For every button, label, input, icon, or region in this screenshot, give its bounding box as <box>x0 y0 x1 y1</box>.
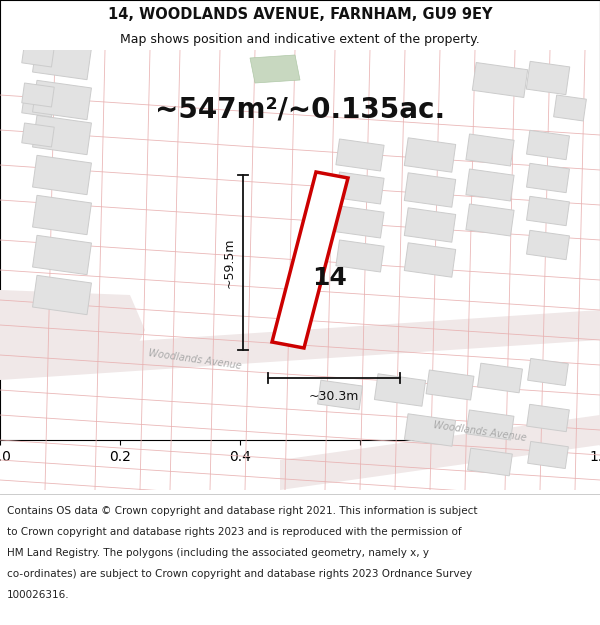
Polygon shape <box>478 363 523 392</box>
Polygon shape <box>336 172 384 204</box>
Polygon shape <box>32 116 91 154</box>
Polygon shape <box>374 374 425 406</box>
Text: 14, WOODLANDS AVENUE, FARNHAM, GU9 9EY: 14, WOODLANDS AVENUE, FARNHAM, GU9 9EY <box>108 7 492 22</box>
Polygon shape <box>467 448 512 476</box>
Polygon shape <box>404 208 456 242</box>
Polygon shape <box>527 196 569 226</box>
Text: Woodlands Avenue: Woodlands Avenue <box>433 421 527 444</box>
Polygon shape <box>527 163 569 192</box>
Polygon shape <box>526 61 570 94</box>
Text: Map shows position and indicative extent of the property.: Map shows position and indicative extent… <box>120 34 480 46</box>
Polygon shape <box>527 131 569 159</box>
Polygon shape <box>32 196 91 234</box>
Polygon shape <box>527 231 569 259</box>
Polygon shape <box>32 81 91 119</box>
Polygon shape <box>336 240 384 272</box>
Polygon shape <box>22 123 54 147</box>
Polygon shape <box>22 83 54 107</box>
Text: to Crown copyright and database rights 2023 and is reproduced with the permissio: to Crown copyright and database rights 2… <box>7 527 462 537</box>
Polygon shape <box>472 62 527 98</box>
Polygon shape <box>466 134 514 166</box>
Text: 100026316.: 100026316. <box>7 590 70 600</box>
Text: ~547m²/~0.135ac.: ~547m²/~0.135ac. <box>155 96 445 124</box>
Polygon shape <box>336 206 384 238</box>
Polygon shape <box>250 55 300 83</box>
Polygon shape <box>527 441 568 469</box>
Text: ~59.5m: ~59.5m <box>223 238 235 288</box>
Polygon shape <box>22 93 54 117</box>
Text: ~30.3m: ~30.3m <box>309 389 359 402</box>
Polygon shape <box>317 380 362 410</box>
Text: Woodlands Avenue: Woodlands Avenue <box>148 349 242 371</box>
Polygon shape <box>32 236 91 274</box>
Polygon shape <box>466 410 514 440</box>
Polygon shape <box>554 95 586 121</box>
Text: co-ordinates) are subject to Crown copyright and database rights 2023 Ordnance S: co-ordinates) are subject to Crown copyr… <box>7 569 472 579</box>
Text: 14: 14 <box>313 266 347 290</box>
Polygon shape <box>22 43 54 67</box>
Polygon shape <box>404 173 456 208</box>
Polygon shape <box>527 404 569 432</box>
Polygon shape <box>404 138 456 172</box>
Polygon shape <box>466 169 514 201</box>
Polygon shape <box>466 204 514 236</box>
Polygon shape <box>527 359 568 386</box>
Polygon shape <box>32 156 91 194</box>
Text: Contains OS data © Crown copyright and database right 2021. This information is : Contains OS data © Crown copyright and d… <box>7 506 478 516</box>
Polygon shape <box>336 139 384 171</box>
Polygon shape <box>404 242 456 278</box>
Polygon shape <box>32 41 91 79</box>
Polygon shape <box>272 172 348 348</box>
Polygon shape <box>32 276 91 314</box>
Polygon shape <box>0 310 600 380</box>
Polygon shape <box>32 6 91 44</box>
Text: HM Land Registry. The polygons (including the associated geometry, namely x, y: HM Land Registry. The polygons (includin… <box>7 548 429 558</box>
Polygon shape <box>280 415 600 490</box>
Polygon shape <box>0 290 145 370</box>
Polygon shape <box>404 414 455 446</box>
Polygon shape <box>426 370 474 400</box>
